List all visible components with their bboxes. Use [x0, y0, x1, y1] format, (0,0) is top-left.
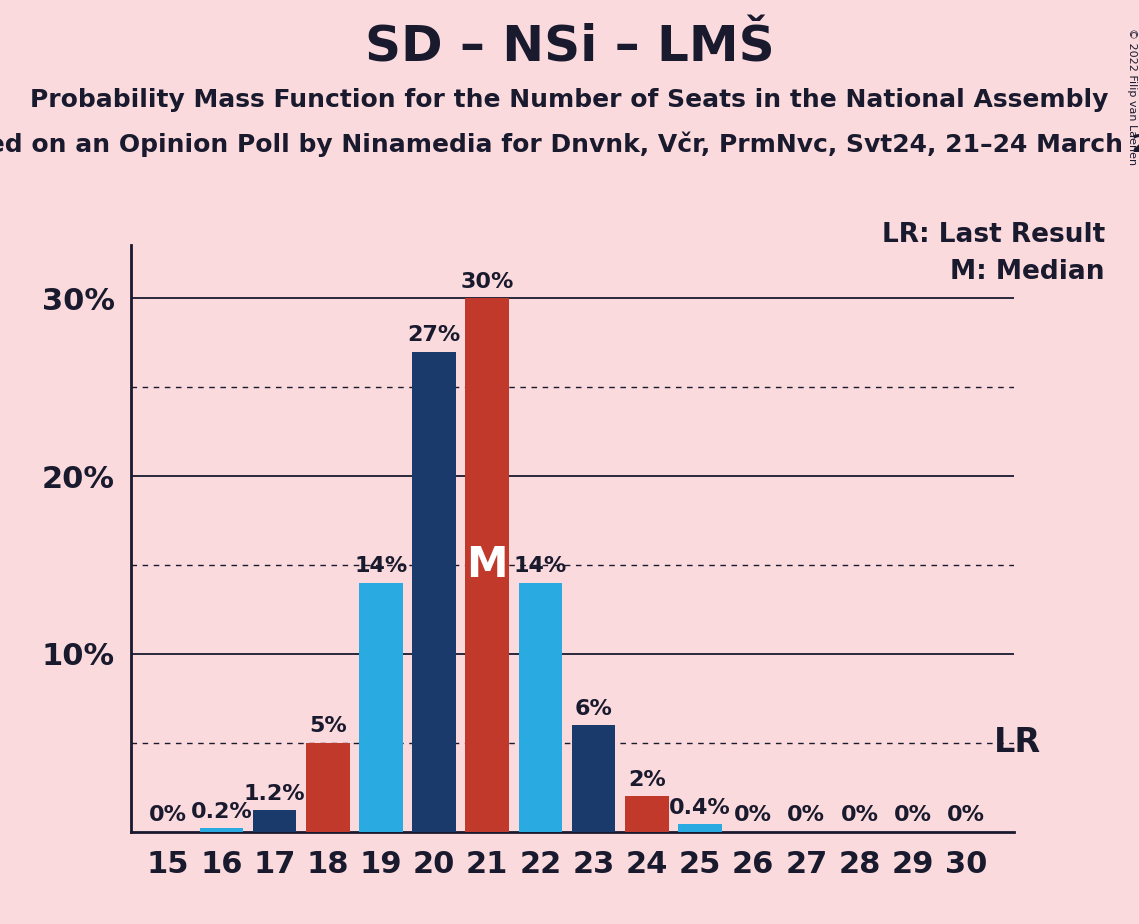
Text: SD – NSi – LMŠ: SD – NSi – LMŠ	[364, 23, 775, 71]
Text: 0%: 0%	[841, 806, 878, 825]
Bar	[253, 810, 296, 832]
Text: LR: Last Result: LR: Last Result	[882, 222, 1105, 248]
Bar	[678, 824, 722, 832]
Text: Based on an Opinion Poll by Ninamedia for Dnvnk, Včr, PrmNvc, Svt24, 21–24 March: Based on an Opinion Poll by Ninamedia fo…	[0, 131, 1139, 157]
Bar	[199, 828, 244, 832]
Text: 14%: 14%	[354, 556, 408, 577]
Text: 14%: 14%	[514, 556, 567, 577]
Text: 0%: 0%	[787, 806, 826, 825]
Text: M: M	[467, 544, 508, 586]
Text: 0.4%: 0.4%	[669, 798, 731, 819]
Bar	[466, 298, 509, 832]
Bar	[359, 583, 403, 832]
Bar	[572, 725, 615, 832]
Text: Probability Mass Function for the Number of Seats in the National Assembly: Probability Mass Function for the Number…	[31, 88, 1108, 112]
Text: 27%: 27%	[408, 325, 460, 346]
Text: 0%: 0%	[735, 806, 772, 825]
Bar	[518, 583, 563, 832]
Text: 5%: 5%	[309, 716, 346, 736]
Text: LR: LR	[993, 726, 1041, 760]
Text: 0%: 0%	[149, 806, 187, 825]
Bar	[412, 351, 456, 832]
Text: 2%: 2%	[628, 770, 665, 790]
Text: 30%: 30%	[460, 272, 514, 292]
Bar	[306, 743, 350, 832]
Text: M: Median: M: Median	[950, 259, 1105, 285]
Text: 0%: 0%	[947, 806, 985, 825]
Text: 1.2%: 1.2%	[244, 784, 305, 804]
Text: 0.2%: 0.2%	[190, 802, 252, 821]
Bar	[625, 796, 669, 832]
Text: 6%: 6%	[575, 699, 613, 719]
Text: 0%: 0%	[894, 806, 932, 825]
Text: © 2022 Filip van Laenen: © 2022 Filip van Laenen	[1126, 28, 1137, 164]
